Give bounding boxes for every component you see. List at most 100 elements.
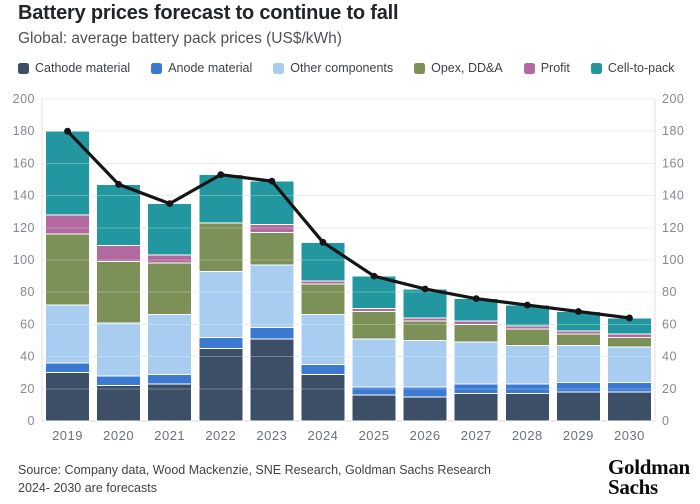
bar-segment-2023	[249, 224, 295, 234]
price-line	[65, 129, 632, 320]
bar-segment-2022	[198, 222, 244, 272]
bar-segment-2025	[351, 311, 397, 340]
legend-swatch-icon	[151, 62, 163, 74]
bar-segment-2027	[453, 393, 499, 422]
price-line-marker	[166, 200, 174, 208]
bar-segment-2030	[606, 391, 652, 422]
y-tick-label-right: 140	[662, 189, 684, 203]
bar-segment-2020	[96, 261, 142, 324]
x-tick-label: 2019	[52, 428, 83, 443]
legend-swatch-icon	[414, 62, 426, 74]
legend-swatch-icon	[523, 62, 535, 74]
bar-segment-2019	[45, 304, 91, 364]
legend-swatch-icon	[273, 62, 285, 74]
legend-label: Cell-to-pack	[607, 61, 675, 75]
legend-swatch-icon	[18, 62, 29, 74]
bar-segment-2030	[606, 381, 652, 393]
y-tick-label-left: 180	[13, 124, 35, 138]
y-tick-label-right: 120	[662, 221, 684, 235]
bar-segment-2019	[45, 372, 91, 422]
bar-segment-2019	[45, 130, 91, 216]
y-tick-label-left: 40	[20, 350, 35, 364]
legend-item-0: Cathode material	[18, 61, 130, 75]
price-line-marker	[64, 127, 71, 135]
y-tick-label-right: 0	[662, 414, 669, 428]
bar-segment-2019	[45, 362, 91, 374]
bar-segment-2030	[606, 346, 652, 383]
bar-segment-2019	[45, 214, 91, 235]
bar-segment-2021	[147, 262, 193, 316]
y-tick-label-right: 200	[662, 92, 684, 106]
price-line-marker	[268, 177, 276, 185]
y-tick-label-right: 100	[662, 253, 684, 267]
logo-line-2: Sachs	[608, 474, 658, 499]
price-line-marker	[217, 171, 225, 179]
y-tick-label-right: 160	[662, 156, 684, 170]
bar-segment-2024	[300, 283, 346, 316]
price-line-marker	[370, 272, 378, 280]
bar-segment-2024	[300, 241, 346, 282]
legend-label: Cathode material	[35, 61, 131, 75]
bar-segment-2029	[555, 381, 601, 393]
y-tick-label-left: 20	[20, 382, 35, 396]
goldman-sachs-logo: Goldman Sachs	[608, 455, 690, 499]
y-tick-label-right: 60	[662, 317, 677, 331]
x-tick-label: 2028	[512, 428, 543, 443]
bar-segment-2021	[147, 314, 193, 375]
bar-segment-2028	[504, 328, 550, 346]
bar-segment-2024	[300, 314, 346, 366]
x-tick-label: 2022	[205, 428, 236, 443]
bar-segment-2025	[351, 338, 397, 388]
x-tick-label: 2023	[256, 428, 287, 443]
source-line-1: Source: Company data, Wood Mackenzie, SN…	[18, 463, 491, 477]
x-tick-label: 2027	[461, 428, 492, 443]
y-tick-label-left: 0	[28, 414, 35, 428]
bar-segment-2019	[45, 233, 91, 306]
bar-segment-2024	[300, 364, 346, 375]
bar-segment-2020	[96, 183, 142, 247]
page-subtitle: Global: average battery pack prices (US$…	[18, 30, 342, 47]
x-tick-label: 2024	[307, 428, 338, 443]
price-line-marker	[574, 308, 582, 315]
legend-item-2: Other components	[273, 61, 393, 75]
bar-segment-2024	[300, 373, 346, 422]
bar-segment-2026	[402, 340, 448, 388]
bar-segment-2022	[198, 336, 244, 350]
bar-segment-2030	[606, 336, 652, 348]
price-line-marker	[523, 301, 531, 309]
x-tick-label: 2030	[614, 428, 645, 443]
page-title: Battery prices forecast to continue to f…	[18, 2, 399, 24]
bar-segment-2029	[555, 391, 601, 422]
y-tick-label-left: 60	[20, 317, 35, 331]
y-tick-label-right: 40	[662, 350, 677, 364]
price-line-marker	[626, 314, 633, 322]
legend-item-1: Anode material	[151, 61, 252, 75]
y-tick-label-left: 100	[13, 253, 35, 267]
legend-label: Anode material	[168, 61, 253, 75]
price-line-marker	[472, 295, 480, 303]
bar-segment-2021	[147, 203, 193, 256]
bar-segment-2023	[249, 232, 295, 266]
bar-segment-2020	[96, 375, 142, 387]
bar-segment-2020	[96, 322, 142, 377]
bar-segment-2026	[402, 288, 448, 319]
bar-segment-2027	[453, 323, 499, 343]
legend: Cathode material Anode material Other comp…	[18, 61, 675, 75]
bar-segment-2028	[504, 344, 550, 385]
y-tick-label-right: 80	[662, 285, 677, 299]
bar-segment-2023	[249, 338, 295, 422]
x-tick-label: 2025	[359, 428, 390, 443]
bar-segment-2022	[198, 348, 244, 422]
x-tick-label: 2020	[103, 428, 134, 443]
bar-segment-2025	[351, 394, 397, 422]
bar-segment-2023	[249, 180, 295, 226]
legend-label: Profit	[540, 61, 570, 75]
y-tick-label-right: 180	[662, 124, 684, 138]
y-tick-label-right: 20	[662, 382, 677, 396]
x-tick-label: 2021	[154, 428, 185, 443]
legend-item-5: Cell-to-pack	[590, 61, 675, 75]
source-note: Source: Company data, Wood Mackenzie, SN…	[18, 462, 491, 498]
y-tick-label-left: 200	[13, 92, 35, 106]
y-tick-label-left: 140	[13, 189, 35, 203]
logo-line-1: Goldman	[608, 455, 690, 479]
